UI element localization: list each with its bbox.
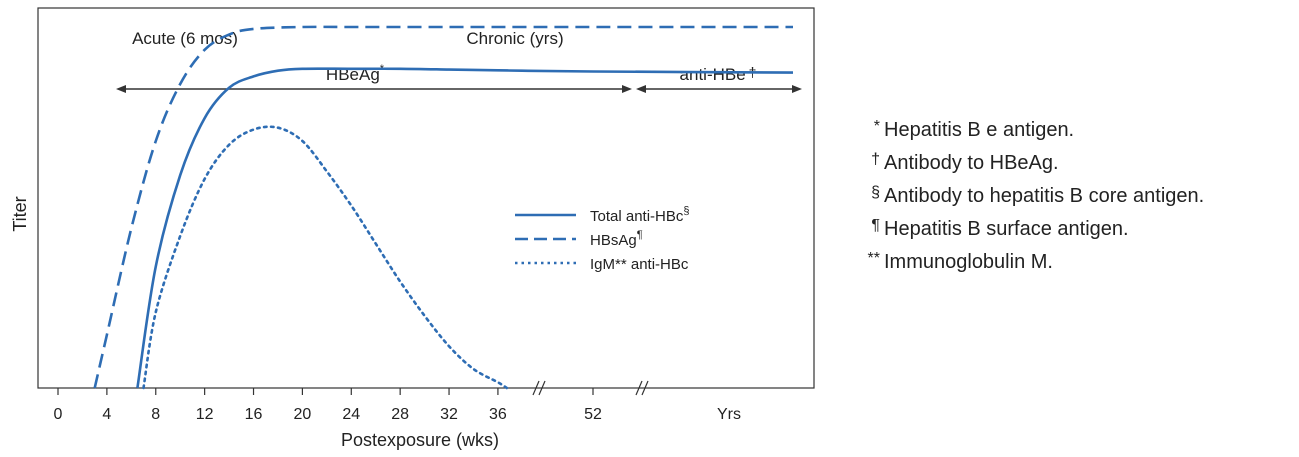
plot-frame: [37, 7, 815, 389]
footnote-symbol: †: [871, 151, 880, 168]
footnote-text: Hepatitis B e antigen.: [884, 119, 1075, 141]
x-axis-title: Postexposure (wks): [341, 430, 499, 450]
x-tick-label: 28: [391, 406, 409, 423]
series-total-anti-hbc: [136, 67, 794, 389]
x-tick-label: 32: [440, 406, 458, 423]
x-tick-label: 8: [151, 406, 160, 423]
footnote-row: § Antibody to hepatitis B core antigen.: [852, 178, 1204, 211]
legend-label-igm-anti-hbc: IgM** anti-HBc: [590, 256, 689, 273]
x-tick-label: 36: [489, 406, 507, 423]
y-axis-title: Titer: [10, 196, 30, 231]
footnote-text: Immunoglobulin M.: [884, 251, 1053, 273]
anti-hbe-range-arrow: [636, 85, 802, 93]
chronic-phase-label: Chronic (yrs): [466, 29, 563, 48]
x-tick-label: 0: [54, 406, 63, 423]
axis-break-2: [635, 380, 649, 396]
x-tick-label: 4: [102, 406, 111, 423]
footnote-row: † Antibody to HBeAg.: [852, 145, 1204, 178]
footnote-text: Antibody to hepatitis B core antigen.: [884, 185, 1205, 207]
footnote-text: Hepatitis B surface antigen.: [884, 218, 1129, 240]
footnote-row: ¶ Hepatitis B surface antigen.: [852, 211, 1204, 244]
chart-legend: Total anti-HBc§ HBsAg¶ IgM** anti-HBc: [515, 205, 690, 273]
footnote-text: Antibody to HBeAg.: [884, 152, 1059, 174]
x-tick-label: 52: [584, 406, 602, 423]
footnote-symbol: §: [871, 184, 880, 201]
footnote-symbol: **: [867, 250, 880, 267]
series-layer: [93, 25, 794, 390]
x-tick-label: 20: [294, 406, 312, 423]
x-tick-label: 24: [342, 406, 360, 423]
x-tick-label: 12: [196, 406, 214, 423]
footnote-row: ** Immunoglobulin M.: [852, 244, 1204, 277]
series-igm-anti-hbc: [142, 125, 509, 390]
hbeag-range-arrow: [116, 85, 632, 93]
legend-label-total-anti-hbc: Total anti-HBc§: [590, 205, 690, 225]
series-hbsag: [93, 25, 793, 389]
footnotes-panel: * Hepatitis B e antigen. † Antibody to HBe…: [852, 112, 1205, 277]
legend-label-hbsag: HBsAg¶: [590, 229, 643, 249]
x-tick-label: 16: [245, 406, 263, 423]
anti-hbe-label: anti-HBe †: [680, 64, 757, 84]
hbeag-label: HBeAg*: [326, 63, 385, 84]
footnote-row: * Hepatitis B e antigen.: [852, 112, 1204, 145]
footnote-symbol: ¶: [871, 217, 880, 234]
footnote-symbol: *: [873, 118, 880, 135]
x-tick-label: Yrs: [717, 406, 741, 423]
x-axis-ticks: 0 4 8 12 16 20 24 28 32 36 52 Yrs: [54, 388, 741, 423]
axis-break-1: [532, 380, 546, 396]
